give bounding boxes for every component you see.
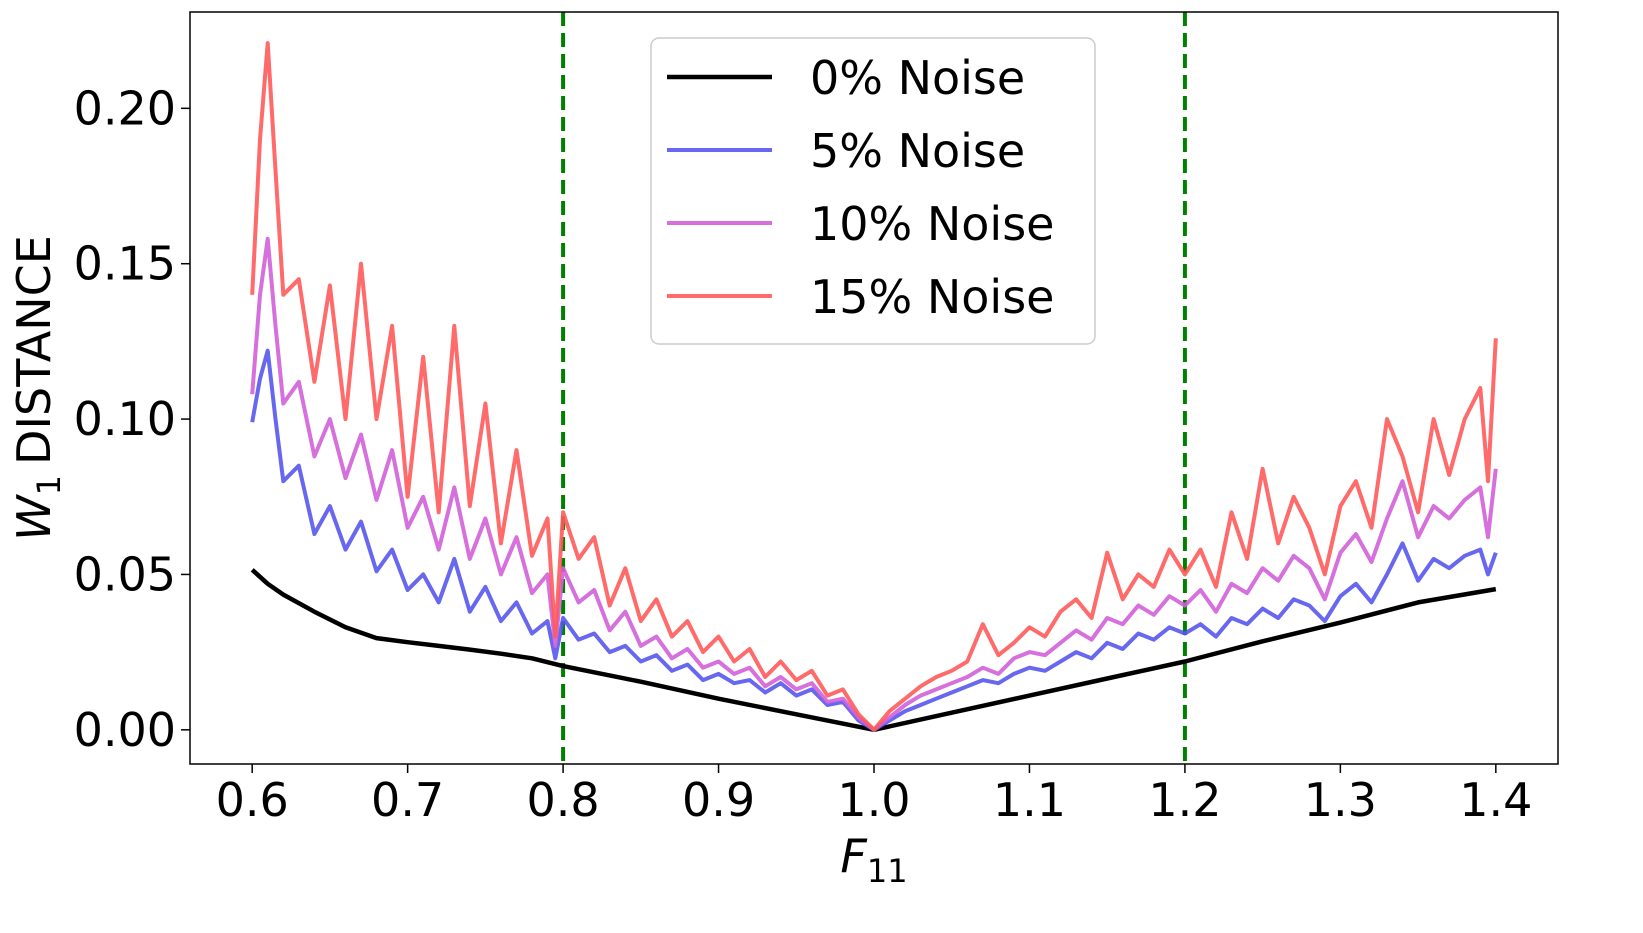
series-line-1	[250, 348, 1498, 732]
legend-label-1: 5% Noise	[810, 124, 1025, 178]
y-tick-label: 0.20	[74, 81, 176, 135]
x-tick-label: 1.4	[1459, 773, 1532, 827]
y-axis-label: W1DISTANCE	[7, 235, 68, 541]
y-tick-label: 0.00	[74, 703, 176, 757]
x-axis-label: F11	[840, 829, 907, 890]
x-tick-label: 1.2	[1148, 773, 1221, 827]
legend-box	[650, 37, 1096, 345]
y-tick-label: 0.10	[74, 392, 176, 446]
series-line-0	[250, 568, 1497, 733]
x-tick-label: 0.9	[682, 773, 755, 827]
x-tick-label: 0.7	[371, 773, 444, 827]
x-tick-label: 1.1	[993, 773, 1066, 827]
legend-label-2: 10% Noise	[810, 197, 1054, 251]
y-axis-ticks: 0.00 0.05 0.10 0.15 0.20	[74, 81, 190, 757]
x-tick-label: 1.3	[1304, 773, 1377, 827]
series-line-2	[250, 236, 1498, 732]
x-tick-label: 0.6	[216, 773, 289, 827]
series-group	[250, 41, 1498, 733]
x-axis-ticks: 0.6 0.7 0.8 0.9 1.0 1.1 1.2 1.3 1.4	[216, 764, 1532, 827]
legend: 0% Noise 5% Noise 10% Noise 15% Noise	[650, 37, 1096, 345]
legend-label-0: 0% Noise	[810, 51, 1025, 105]
y-tick-label: 0.15	[74, 237, 176, 291]
x-tick-label: 1.0	[837, 773, 910, 827]
legend-label-3: 15% Noise	[810, 270, 1054, 324]
series-line-3	[250, 41, 1498, 732]
x-tick-label: 0.8	[527, 773, 600, 827]
y-tick-label: 0.05	[74, 547, 176, 601]
